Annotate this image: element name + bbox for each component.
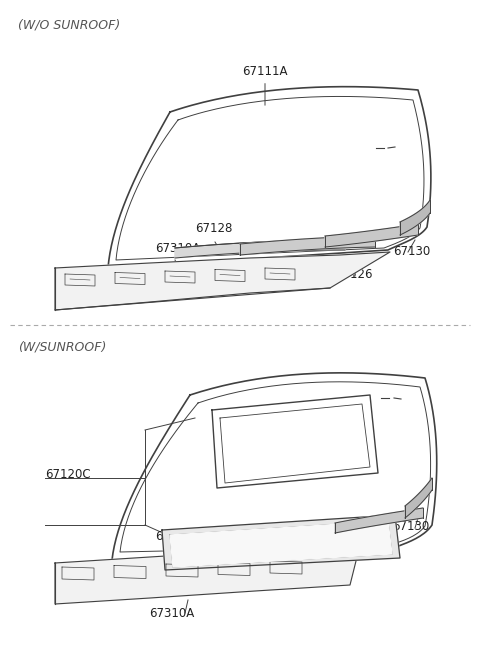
Text: 67115: 67115 (155, 530, 192, 543)
Polygon shape (175, 240, 345, 258)
Text: (W/SUNROOF): (W/SUNROOF) (18, 340, 107, 353)
Text: 67128: 67128 (195, 222, 232, 235)
Polygon shape (55, 545, 360, 604)
Polygon shape (55, 252, 390, 310)
Polygon shape (335, 508, 423, 533)
Polygon shape (170, 521, 392, 567)
Text: 67120C: 67120C (45, 468, 91, 481)
Text: 67126: 67126 (348, 542, 385, 555)
Text: (W/O SUNROOF): (W/O SUNROOF) (18, 18, 120, 31)
Text: 67126: 67126 (335, 268, 372, 281)
Polygon shape (400, 200, 430, 235)
Polygon shape (405, 478, 432, 518)
Text: 67130: 67130 (392, 520, 429, 533)
Polygon shape (162, 515, 400, 570)
Text: 67123: 67123 (262, 275, 300, 288)
Text: 67310A: 67310A (149, 607, 194, 620)
Text: 67310A: 67310A (155, 242, 200, 255)
Polygon shape (325, 224, 418, 247)
Polygon shape (240, 236, 375, 255)
Text: 67111A: 67111A (242, 65, 288, 105)
Text: 67130: 67130 (393, 245, 430, 258)
